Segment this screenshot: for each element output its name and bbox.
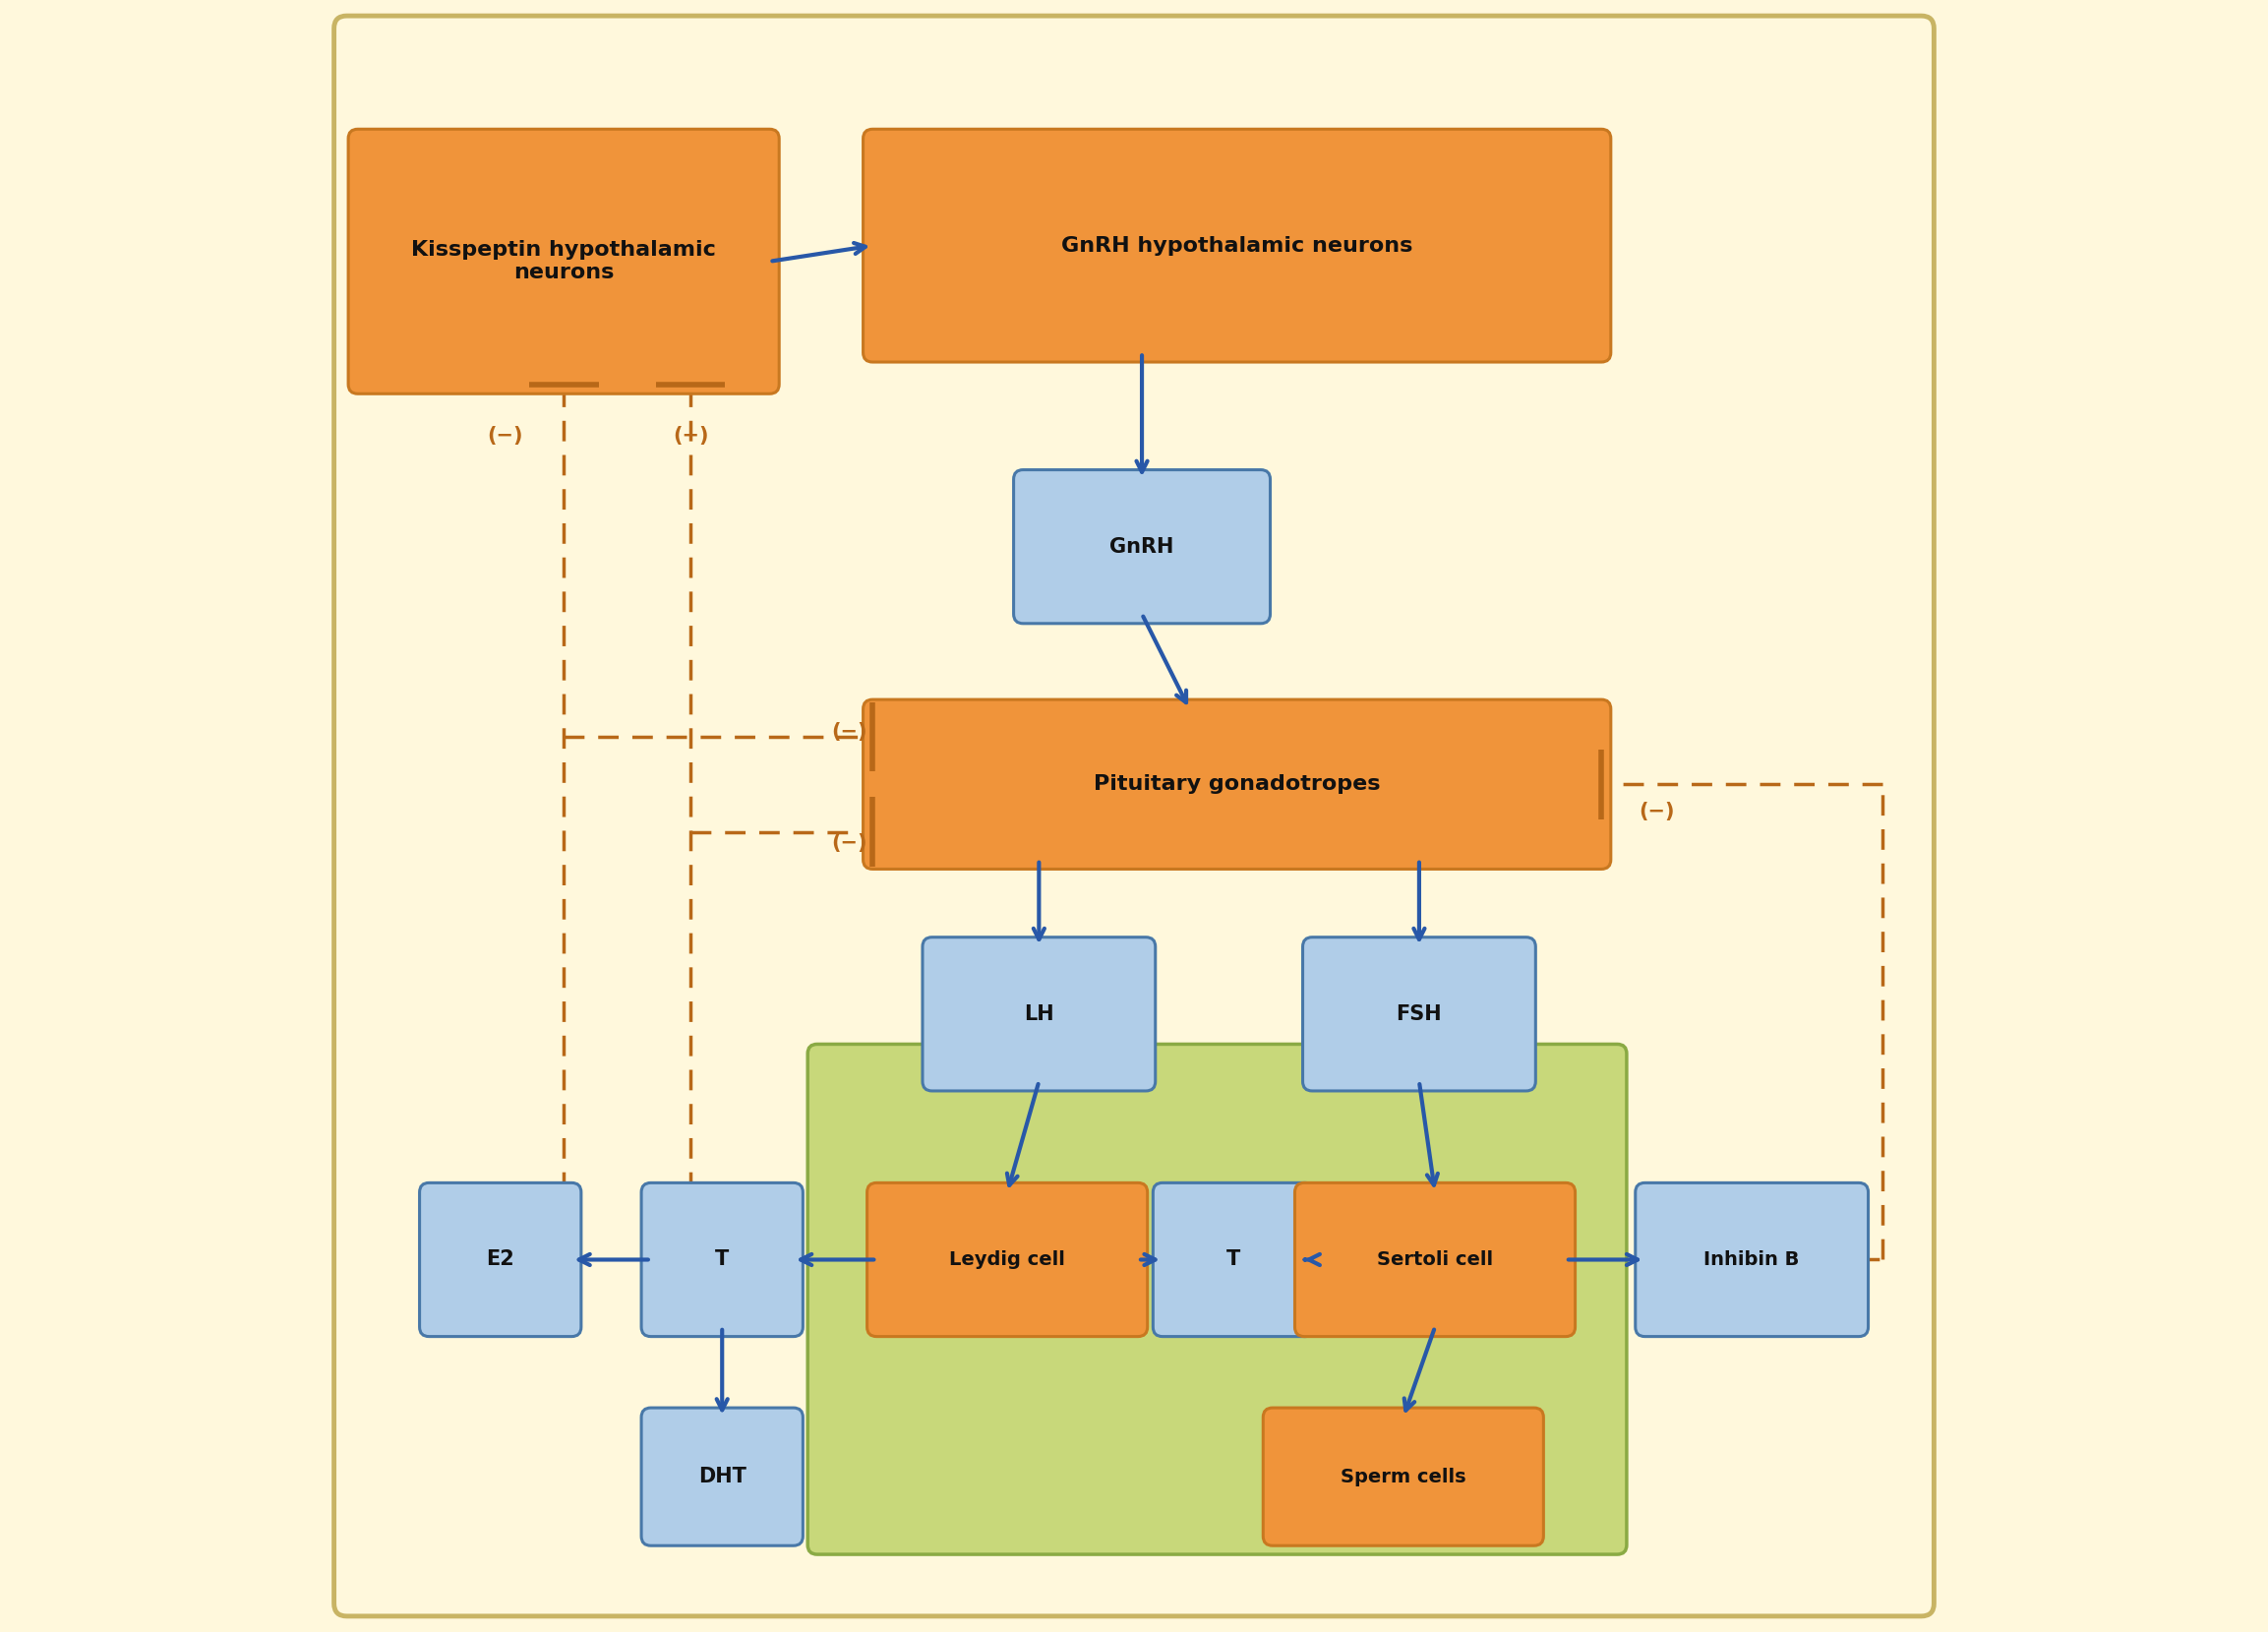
Text: Pituitary gonadotropes: Pituitary gonadotropes xyxy=(1093,775,1381,795)
FancyBboxPatch shape xyxy=(1295,1183,1576,1337)
Text: E2: E2 xyxy=(485,1250,515,1270)
Text: GnRH hypothalamic neurons: GnRH hypothalamic neurons xyxy=(1061,235,1413,256)
Text: DHT: DHT xyxy=(699,1467,746,1487)
Text: T: T xyxy=(714,1250,728,1270)
Text: T: T xyxy=(1227,1250,1241,1270)
FancyBboxPatch shape xyxy=(333,16,1935,1616)
Text: Sperm cells: Sperm cells xyxy=(1340,1467,1465,1487)
FancyBboxPatch shape xyxy=(1152,1183,1315,1337)
FancyBboxPatch shape xyxy=(807,1044,1626,1554)
Text: GnRH: GnRH xyxy=(1109,537,1175,557)
Text: (−): (−) xyxy=(674,426,708,446)
FancyBboxPatch shape xyxy=(923,937,1154,1090)
FancyBboxPatch shape xyxy=(349,129,780,393)
Text: (−): (−) xyxy=(830,832,866,854)
Text: FSH: FSH xyxy=(1397,1004,1442,1023)
FancyBboxPatch shape xyxy=(864,700,1610,870)
FancyBboxPatch shape xyxy=(1263,1408,1545,1546)
FancyBboxPatch shape xyxy=(1014,470,1270,623)
Text: Sertoli cell: Sertoli cell xyxy=(1377,1250,1492,1270)
FancyBboxPatch shape xyxy=(1635,1183,1869,1337)
Text: Kisspeptin hypothalamic
neurons: Kisspeptin hypothalamic neurons xyxy=(411,240,717,282)
FancyBboxPatch shape xyxy=(420,1183,581,1337)
FancyBboxPatch shape xyxy=(642,1183,803,1337)
Text: (−): (−) xyxy=(830,723,866,743)
Text: LH: LH xyxy=(1023,1004,1055,1023)
FancyBboxPatch shape xyxy=(642,1408,803,1546)
FancyBboxPatch shape xyxy=(1302,937,1535,1090)
Text: (−): (−) xyxy=(1640,801,1674,821)
FancyBboxPatch shape xyxy=(866,1183,1148,1337)
Text: (−): (−) xyxy=(488,426,524,446)
FancyBboxPatch shape xyxy=(864,129,1610,362)
Text: Leydig cell: Leydig cell xyxy=(950,1250,1066,1270)
Text: Inhibin B: Inhibin B xyxy=(1703,1250,1801,1270)
